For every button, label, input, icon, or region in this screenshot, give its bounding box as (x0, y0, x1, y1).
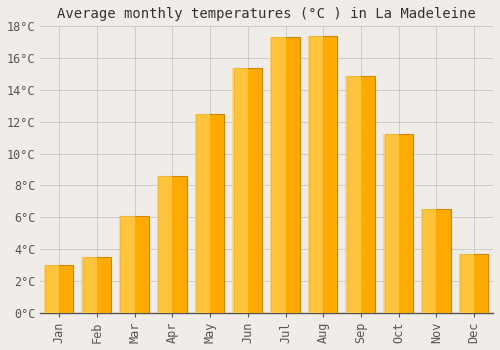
Bar (232, 68, 248, 313)
Bar (45, 265, 74, 313)
Bar (384, 134, 413, 313)
Bar (82, 257, 97, 313)
Bar (347, 76, 375, 313)
Bar (272, 37, 299, 313)
Bar (458, 254, 474, 313)
Bar (120, 216, 149, 313)
Bar (119, 216, 134, 313)
Bar (270, 37, 285, 313)
Bar (383, 134, 398, 313)
Bar (194, 114, 210, 313)
Bar (346, 76, 361, 313)
Bar (158, 176, 186, 313)
Title: Average monthly temperatures (°C ) in La Madeleine: Average monthly temperatures (°C ) in La… (58, 7, 476, 21)
Bar (196, 114, 224, 313)
Bar (44, 265, 59, 313)
Bar (308, 36, 324, 313)
Bar (83, 257, 111, 313)
Bar (422, 209, 450, 313)
Bar (421, 209, 436, 313)
Bar (460, 254, 488, 313)
Bar (157, 176, 172, 313)
Bar (234, 68, 262, 313)
Bar (309, 36, 338, 313)
